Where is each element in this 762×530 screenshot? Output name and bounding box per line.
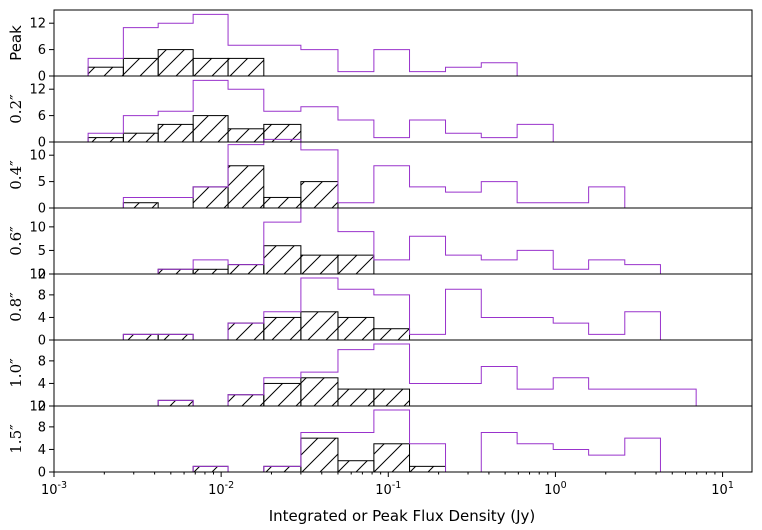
y-tick-label: 4 (38, 311, 46, 326)
subset-bar (122, 333, 159, 341)
subset-bar (263, 465, 302, 473)
panel-label: 0.8″ (7, 292, 25, 322)
y-tick-label: 0 (38, 268, 46, 283)
x-tick-label: 100 (544, 480, 567, 498)
subset-bar (227, 165, 265, 209)
panel-1: 0 6 12 0.2″ (7, 75, 753, 151)
subset-bar (373, 388, 411, 407)
subset-bar (409, 465, 447, 473)
subset-bar (87, 66, 124, 77)
subset-bar (300, 181, 339, 209)
panel-3: 0 5 10 0.6″ (7, 207, 753, 283)
y-tick-label: 4 (38, 377, 46, 392)
subset-bar (157, 333, 194, 341)
panel-stack: 0 6 12 Peak 0 6 12 0.2″ 0 5 10 0.4″ 0 5 10 0.6″ 0 4 8 12 0.8… (7, 9, 753, 481)
subset-bar (192, 115, 229, 143)
all-sources-step (87, 13, 518, 76)
subset-bar (227, 394, 265, 407)
subset-bar (87, 137, 124, 143)
subset-bar (122, 57, 159, 77)
all-sources-step (87, 79, 554, 142)
all-sources-step (122, 138, 626, 208)
subset-bar (227, 128, 265, 143)
all-sources-step (192, 409, 661, 473)
y-tick-label: 6 (38, 43, 46, 58)
y-tick-label: 0 (38, 70, 46, 85)
subset-bar (263, 245, 302, 275)
subset-bar (192, 57, 229, 77)
panel-label: 0.4″ (7, 160, 25, 190)
y-tick-label-overlap: 12 (29, 400, 46, 415)
y-tick-label: 8 (38, 420, 46, 435)
subset-bar (373, 443, 411, 473)
panel-0: 0 6 12 Peak (7, 9, 753, 85)
subset-bar (337, 388, 375, 407)
x-tick-label: 10-1 (375, 480, 401, 498)
y-tick-label: 6 (38, 109, 46, 124)
y-tick-label: 10 (29, 149, 46, 164)
subset-bar (192, 186, 229, 209)
subset-bar (157, 268, 194, 275)
y-tick-label: 10 (29, 220, 46, 235)
x-axis: 10-3 10-2 10-1 100 101 (41, 472, 734, 498)
panel-label: 1.5″ (7, 424, 25, 454)
x-tick-label: 10-2 (208, 480, 234, 498)
subset-bar (300, 311, 339, 341)
y-tick-label: 12 (29, 17, 46, 32)
y-tick-label: 8 (38, 354, 46, 369)
x-tick-label: 10-3 (41, 480, 67, 498)
subset-bar (263, 316, 302, 341)
subset-bar (300, 377, 339, 407)
subset-bar (122, 202, 159, 209)
subset-bar (263, 196, 302, 209)
subset-bar (122, 132, 159, 143)
subset-bar (337, 254, 375, 275)
y-tick-label: 4 (38, 443, 46, 458)
subset-bar (337, 316, 375, 341)
subset-bar (157, 123, 194, 143)
panel-frame (53, 141, 753, 209)
subset-bar (263, 382, 302, 407)
y-tick-label: 0 (38, 334, 46, 349)
panel-frame (53, 405, 753, 473)
panel-6: 0 4 8 12 1.5″ (7, 400, 753, 481)
y-tick-label: 8 (38, 288, 46, 303)
subset-bar (300, 254, 339, 275)
y-tick-label: 0 (38, 466, 46, 481)
subset-bar (192, 268, 229, 275)
subset-bar (300, 437, 339, 473)
y-tick-label: 0 (38, 400, 46, 415)
all-sources-step (157, 343, 697, 407)
y-tick-label: 5 (38, 175, 46, 190)
all-sources-step (157, 207, 661, 274)
y-tick-label: 0 (38, 136, 46, 151)
panel-label: 1.0″ (7, 358, 25, 388)
x-tick-label: 101 (711, 480, 734, 498)
panel-label: 0.2″ (7, 94, 25, 124)
subset-bar (227, 57, 265, 77)
x-axis-label: Integrated or Peak Flux Density (Jy) (269, 507, 536, 525)
panel-4: 0 4 8 12 0.8″ (7, 268, 753, 349)
subset-bar (192, 465, 229, 473)
y-tick-label: 5 (38, 244, 46, 259)
y-tick-label: 12 (29, 83, 46, 98)
subset-bar (337, 460, 375, 473)
panel-label: 0.6″ (7, 226, 25, 256)
subset-bar (373, 328, 411, 341)
y-tick-label: 0 (38, 202, 46, 217)
subset-bar (157, 399, 194, 407)
y-tick-label-overlap: 12 (29, 268, 46, 283)
panel-2: 0 5 10 0.4″ (7, 138, 753, 217)
subset-bar (227, 322, 265, 341)
subset-bar (227, 264, 265, 275)
panel-label: Peak (7, 25, 25, 61)
subset-bar (157, 49, 194, 77)
panel-5: 0 4 8 1.0″ (7, 339, 753, 415)
